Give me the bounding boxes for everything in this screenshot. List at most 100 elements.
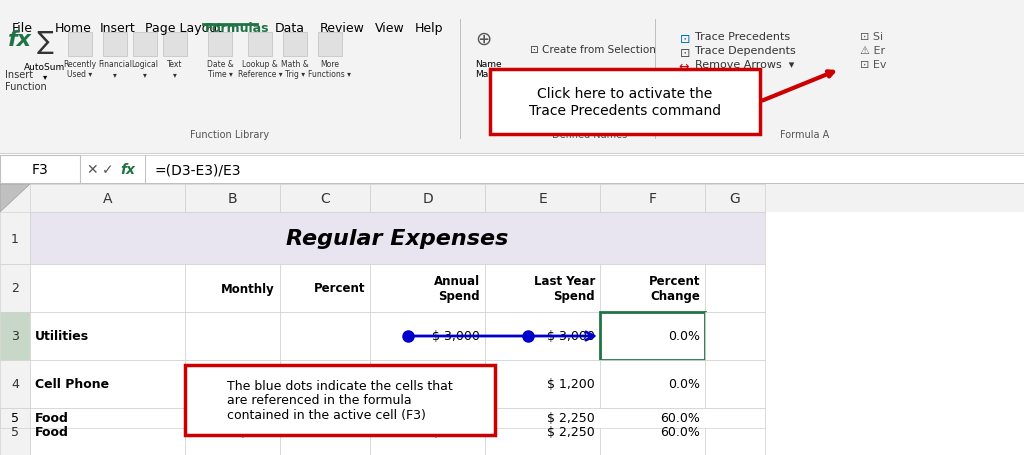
Bar xyxy=(600,264,705,312)
Bar xyxy=(490,70,760,135)
Text: F3: F3 xyxy=(32,162,48,177)
Text: $ 3,600: $ 3,600 xyxy=(432,425,480,439)
Text: Formulas: Formulas xyxy=(205,22,269,35)
Bar xyxy=(280,185,370,212)
Bar xyxy=(705,185,765,212)
Text: Percent: Percent xyxy=(313,282,365,295)
Bar xyxy=(485,408,600,455)
Text: Formula A: Formula A xyxy=(780,130,829,140)
Bar xyxy=(370,264,485,312)
Text: $ 2,250: $ 2,250 xyxy=(547,425,595,439)
Text: Last Year
Spend: Last Year Spend xyxy=(534,274,595,302)
Text: ▾: ▾ xyxy=(43,72,47,81)
Text: $ 100: $ 100 xyxy=(240,378,275,391)
Bar xyxy=(283,33,307,57)
Bar xyxy=(185,312,280,360)
Text: ⊡ Create from Selection: ⊡ Create from Selection xyxy=(530,45,656,55)
Text: Logical
▾: Logical ▾ xyxy=(131,60,159,79)
Text: ⊕: ⊕ xyxy=(475,30,492,49)
Bar xyxy=(133,33,157,57)
Text: Insert: Insert xyxy=(100,22,136,35)
Text: Regular Expenses: Regular Expenses xyxy=(287,228,509,248)
Text: ⊡ Ev: ⊡ Ev xyxy=(860,60,887,70)
Text: 0.0%: 0.0% xyxy=(668,378,700,391)
Bar xyxy=(185,360,280,408)
Text: Lookup &
Reference ▾: Lookup & Reference ▾ xyxy=(238,60,283,79)
Text: Cell Phone: Cell Phone xyxy=(35,378,110,391)
Text: $ 1,200: $ 1,200 xyxy=(547,378,595,391)
Text: Home: Home xyxy=(55,22,92,35)
Bar xyxy=(30,312,185,360)
Text: Data: Data xyxy=(275,22,305,35)
Bar xyxy=(0,0,1024,155)
Text: Food: Food xyxy=(35,425,69,439)
Bar xyxy=(0,156,80,184)
Bar xyxy=(185,185,280,212)
Bar xyxy=(705,264,765,312)
Text: Text
▾: Text ▾ xyxy=(167,60,182,79)
Text: Trace Dependents: Trace Dependents xyxy=(695,46,796,56)
Bar xyxy=(370,360,485,408)
Bar xyxy=(0,408,30,428)
Bar xyxy=(705,360,765,408)
Bar xyxy=(705,312,765,360)
Text: 60.0%: 60.0% xyxy=(660,412,700,425)
Bar xyxy=(370,408,485,455)
Text: File: File xyxy=(12,22,33,35)
Text: Click here to activate the
Trace Precedents command: Click here to activate the Trace Precede… xyxy=(529,87,721,117)
Text: $ 3,600: $ 3,600 xyxy=(432,412,480,425)
Text: $ 300: $ 300 xyxy=(240,425,275,439)
Text: Percent
Change: Percent Change xyxy=(648,274,700,302)
Bar xyxy=(0,185,1024,455)
Text: Defined Names: Defined Names xyxy=(552,130,628,140)
Text: Page Layout: Page Layout xyxy=(145,22,222,35)
Bar xyxy=(485,360,600,408)
Bar xyxy=(0,154,1024,155)
Text: fx: fx xyxy=(121,162,135,177)
Bar xyxy=(30,212,765,264)
Text: fx: fx xyxy=(8,30,32,50)
Text: $ 3,000: $ 3,000 xyxy=(432,330,480,343)
Text: Help: Help xyxy=(415,22,443,35)
Text: Financial
▾: Financial ▾ xyxy=(98,60,132,79)
Text: 1: 1 xyxy=(11,232,18,245)
Bar xyxy=(280,360,370,408)
Bar xyxy=(0,312,30,360)
Text: 4: 4 xyxy=(11,378,18,391)
Text: 60.0%: 60.0% xyxy=(660,425,700,439)
Text: Name
Manager: Name Manager xyxy=(475,60,515,79)
Bar xyxy=(370,312,485,360)
Bar xyxy=(600,408,705,455)
Text: 5: 5 xyxy=(11,425,19,439)
Text: E: E xyxy=(539,192,547,206)
Bar xyxy=(0,360,30,408)
Text: Monthly: Monthly xyxy=(221,282,275,295)
Bar xyxy=(0,408,30,455)
Text: Recently
Used ▾: Recently Used ▾ xyxy=(63,60,96,79)
Bar xyxy=(280,408,370,455)
Text: More
Functions ▾: More Functions ▾ xyxy=(308,60,351,79)
Text: Insert
Function: Insert Function xyxy=(5,70,47,91)
Text: $ 2,250: $ 2,250 xyxy=(547,412,595,425)
Text: 2: 2 xyxy=(11,282,18,295)
Text: D: D xyxy=(422,192,433,206)
Bar xyxy=(280,312,370,360)
Text: 5: 5 xyxy=(11,412,19,425)
Text: View: View xyxy=(375,22,404,35)
Text: ⚠ Er: ⚠ Er xyxy=(860,46,885,56)
Bar xyxy=(600,185,705,212)
Text: $ 3,000: $ 3,000 xyxy=(547,330,595,343)
Bar xyxy=(485,185,600,212)
Text: The blue dots indicate the cells that
are referenced in the formula
contained in: The blue dots indicate the cells that ar… xyxy=(227,379,453,422)
Text: Review: Review xyxy=(319,22,365,35)
Bar xyxy=(103,33,127,57)
Bar xyxy=(30,408,765,428)
Text: Function Library: Function Library xyxy=(190,130,269,140)
Bar xyxy=(0,184,1024,185)
Text: Annual
Spend: Annual Spend xyxy=(434,274,480,302)
Text: ✓: ✓ xyxy=(102,162,114,177)
Text: B: B xyxy=(227,192,238,206)
Bar xyxy=(370,185,485,212)
Bar xyxy=(318,33,342,57)
Text: ↔: ↔ xyxy=(678,61,688,74)
